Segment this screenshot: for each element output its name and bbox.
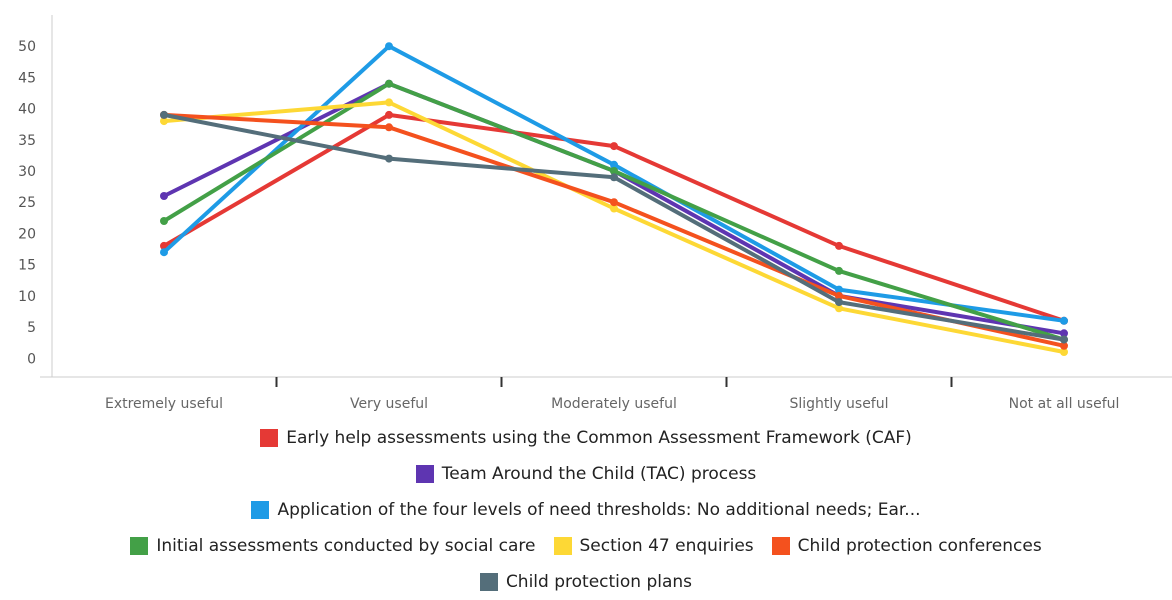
- data-point: [160, 217, 168, 225]
- legend-label: Child protection conferences: [797, 536, 1042, 556]
- legend-item[interactable]: Child protection plans: [479, 572, 693, 592]
- legend-item[interactable]: Initial assessments conducted by social …: [130, 536, 536, 556]
- series-3: [160, 79, 1068, 344]
- legend-row: Child protection plans: [0, 564, 1172, 600]
- legend-swatch: [553, 537, 572, 555]
- legend-label: Application of the four levels of need t…: [277, 500, 921, 520]
- y-tick-label: 40: [18, 102, 36, 118]
- data-point: [835, 241, 843, 250]
- line-chart: 0 5 10 15 20 25 30 35 40 45 50 Extremely useful Very…: [18, 15, 1172, 412]
- x-tick-label: Not at all useful: [1009, 396, 1120, 412]
- legend-label: Team Around the Child (TAC) process: [441, 464, 757, 484]
- data-point: [610, 167, 618, 175]
- series-6: [160, 110, 1068, 344]
- series-5: [160, 110, 1068, 350]
- legend-swatch: [260, 429, 279, 447]
- x-tick-label: Slightly useful: [789, 396, 888, 412]
- series-0: [160, 110, 1068, 325]
- data-point: [385, 123, 393, 132]
- legend-row: Early help assessments using the Common …: [0, 420, 1172, 456]
- data-point: [1060, 316, 1068, 325]
- legend-item[interactable]: Team Around the Child (TAC) process: [415, 464, 757, 484]
- series-2: [160, 42, 1068, 325]
- data-point: [1060, 329, 1068, 338]
- y-tick-label: 30: [18, 164, 36, 180]
- series-layer: [160, 42, 1068, 356]
- legend-item[interactable]: Section 47 enquiries: [553, 536, 754, 556]
- data-point: [610, 160, 618, 169]
- data-point: [610, 204, 618, 213]
- axes: 0 5 10 15 20 25 30 35 40 45 50 Extremely useful Very…: [18, 15, 1172, 412]
- data-point: [385, 110, 393, 119]
- legend-label: Child protection plans: [505, 572, 693, 592]
- data-point: [1060, 341, 1068, 350]
- legend-item[interactable]: Early help assessments using the Common …: [260, 428, 912, 448]
- legend-swatch: [415, 465, 434, 483]
- legend-row: Team Around the Child (TAC) process: [0, 456, 1172, 492]
- legend-row: Initial assessments conducted by social …: [0, 528, 1172, 564]
- data-point: [835, 291, 843, 300]
- data-point: [385, 42, 393, 51]
- legend-swatch: [130, 537, 149, 555]
- data-point: [610, 173, 618, 182]
- legend-label: Initial assessments conducted by social …: [156, 536, 536, 556]
- y-tick-label: 0: [27, 351, 36, 367]
- series-line: [162, 44, 1066, 323]
- legend-item[interactable]: Child protection conferences: [771, 536, 1042, 556]
- series-4: [160, 98, 1068, 356]
- data-point: [835, 298, 843, 307]
- y-tick-label: 35: [18, 133, 36, 149]
- legend-swatch: [771, 537, 790, 555]
- y-tick-label: 10: [18, 289, 36, 305]
- y-tick-label: 25: [18, 195, 36, 211]
- y-tick-label: 5: [27, 320, 36, 336]
- data-point: [835, 285, 843, 294]
- y-tick-label: 20: [18, 226, 36, 242]
- y-tick-label: 50: [18, 39, 36, 55]
- data-point: [610, 198, 618, 207]
- legend-label: Early help assessments using the Common …: [286, 428, 912, 448]
- data-point: [385, 79, 393, 88]
- data-point: [160, 192, 168, 200]
- data-point: [385, 98, 393, 107]
- legend-row: Application of the four levels of need t…: [0, 492, 1172, 528]
- legend-swatch: [479, 573, 498, 591]
- data-point: [835, 266, 843, 275]
- x-tick-label: Moderately useful: [551, 396, 677, 412]
- legend: Early help assessments using the Common …: [0, 420, 1172, 600]
- data-point: [160, 110, 168, 119]
- x-tick-label: Extremely useful: [105, 396, 223, 412]
- data-point: [610, 142, 618, 151]
- data-point: [1060, 348, 1068, 356]
- data-point: [160, 117, 168, 126]
- data-point: [1060, 335, 1068, 344]
- x-tick-label: Very useful: [350, 396, 428, 412]
- data-point: [385, 154, 393, 163]
- legend-item[interactable]: Application of the four levels of need t…: [251, 500, 921, 520]
- data-point: [160, 248, 168, 257]
- data-point: [835, 304, 843, 313]
- legend-label: Section 47 enquiries: [579, 536, 754, 556]
- y-tick-label: 15: [18, 258, 36, 274]
- legend-swatch: [251, 501, 270, 519]
- y-tick-label: 45: [18, 70, 36, 86]
